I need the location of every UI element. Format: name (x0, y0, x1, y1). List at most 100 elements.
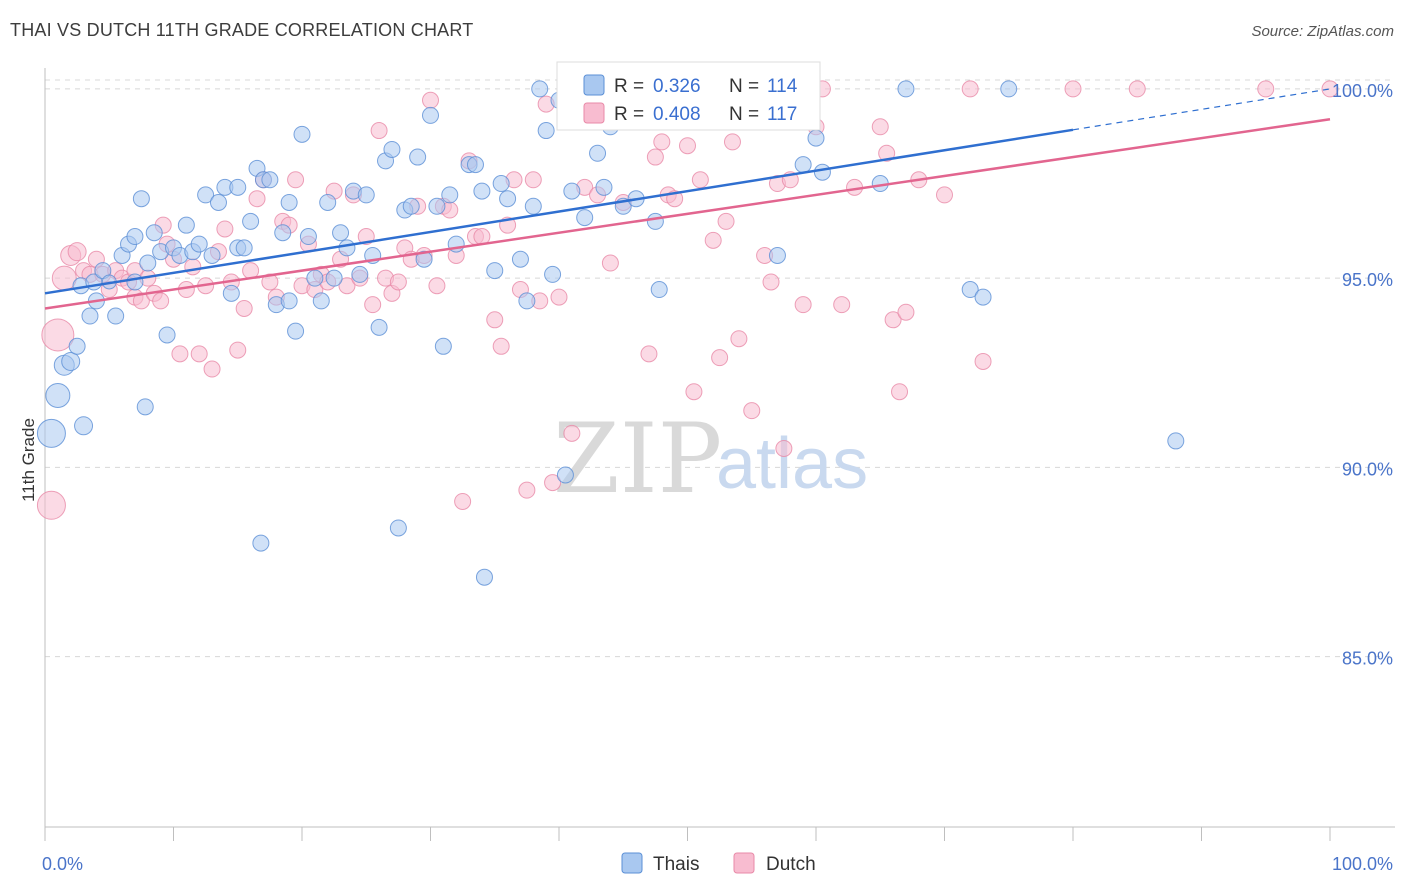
thais-point (794, 156, 812, 174)
dutch-point (646, 148, 664, 166)
dutch-point (833, 296, 851, 314)
dutch-n-value: 117 (767, 104, 797, 125)
thais-point (139, 254, 157, 272)
dutch-point (287, 171, 305, 189)
thais-point (595, 178, 613, 196)
thais-point (222, 284, 240, 302)
thais-point (190, 235, 208, 253)
y-tick-label: 100.0% (1332, 81, 1393, 101)
thais-point (81, 307, 99, 325)
watermark: ZIP atlas (553, 403, 868, 515)
thais-point (126, 228, 144, 246)
thais-point (132, 190, 150, 208)
thais-point (974, 288, 992, 306)
thais-point (589, 144, 607, 162)
dutch-point (563, 424, 581, 442)
thais-point (473, 182, 491, 200)
thais-n-label: N = (729, 76, 759, 97)
dutch-point (364, 296, 382, 314)
thais-point (807, 129, 825, 147)
source-label: Source: ZipAtlas.com (1251, 23, 1394, 40)
thais-point (293, 125, 311, 143)
thais-point (428, 197, 446, 215)
thais-point (261, 171, 279, 189)
dutch-point (486, 311, 504, 329)
dutch-point (897, 303, 915, 321)
thais-point (280, 292, 298, 310)
thais-point (563, 182, 581, 200)
dutch-point (1321, 80, 1339, 98)
dutch-point (36, 490, 66, 520)
dutch-point (171, 345, 189, 363)
thais-point (36, 418, 66, 448)
dutch-trend-line (44, 117, 1331, 310)
dutch-point (794, 296, 812, 314)
dutch-point (653, 133, 671, 151)
dutch-point (717, 212, 735, 230)
thais-point (383, 140, 401, 158)
dutch-point (428, 277, 446, 295)
dutch-point (132, 292, 150, 310)
thais-point (68, 337, 86, 355)
thais-point (475, 568, 493, 586)
thais-point (441, 186, 459, 204)
thais-point (252, 534, 270, 552)
dutch-point (544, 474, 562, 492)
top-legend: R = 0.326 N = 114 R = 0.408 N = 117 (556, 61, 821, 131)
dutch-point (704, 231, 722, 249)
dutch-point (679, 137, 696, 155)
dutch-point (685, 383, 703, 401)
thais-point (813, 163, 831, 181)
thais-point (544, 265, 562, 283)
thais-point (235, 239, 253, 257)
thais-point (434, 337, 452, 355)
thais-point (126, 273, 144, 291)
dutch-point (640, 345, 658, 363)
thais-point (177, 216, 195, 234)
thais-point (229, 178, 247, 196)
dutch-point (762, 273, 780, 291)
dutch-point (743, 402, 761, 420)
thais-point (402, 197, 420, 215)
dutch-point (936, 186, 953, 204)
thais-point (492, 175, 510, 193)
watermark-atlas: atlas (716, 424, 868, 504)
thais-point (768, 246, 786, 264)
dutch-bottom-swatch (733, 852, 755, 874)
thais-point (197, 186, 215, 204)
thais-bottom-swatch (621, 852, 643, 874)
thais-point (158, 326, 176, 344)
dutch-point (454, 492, 472, 510)
bottom-legend: Thais Dutch (621, 852, 816, 875)
thais-point (409, 148, 427, 166)
dutch-point (389, 273, 407, 291)
thais-point (338, 239, 356, 257)
y-tick-labels: 85.0% 90.0% 95.0% 100.0% (1332, 81, 1393, 669)
dutch-point (723, 133, 741, 151)
thais-point (531, 80, 549, 98)
dutch-point (878, 144, 896, 162)
thais-point (897, 80, 915, 98)
thais-point (74, 416, 94, 436)
dutch-point (550, 288, 568, 306)
thais-legend-swatch (583, 74, 605, 96)
thais-point (576, 209, 594, 227)
thais-n-value: 114 (767, 76, 798, 97)
thais-point (646, 212, 664, 230)
thais-point (511, 250, 529, 268)
thais-r-label: R = (614, 76, 644, 97)
x-tick-label: 0.0% (42, 854, 83, 874)
y-axis-title: 11th Grade (19, 418, 38, 502)
dutch-point (41, 318, 75, 352)
thais-point (1167, 432, 1185, 450)
thais-point (351, 265, 369, 283)
thais-point (961, 281, 979, 299)
dutch-point (184, 258, 202, 276)
thais-point (319, 193, 337, 211)
dutch-point (518, 481, 536, 499)
dutch-point (961, 80, 979, 98)
dutch-point (871, 118, 889, 136)
thais-point (299, 228, 317, 246)
dutch-point (492, 337, 510, 355)
